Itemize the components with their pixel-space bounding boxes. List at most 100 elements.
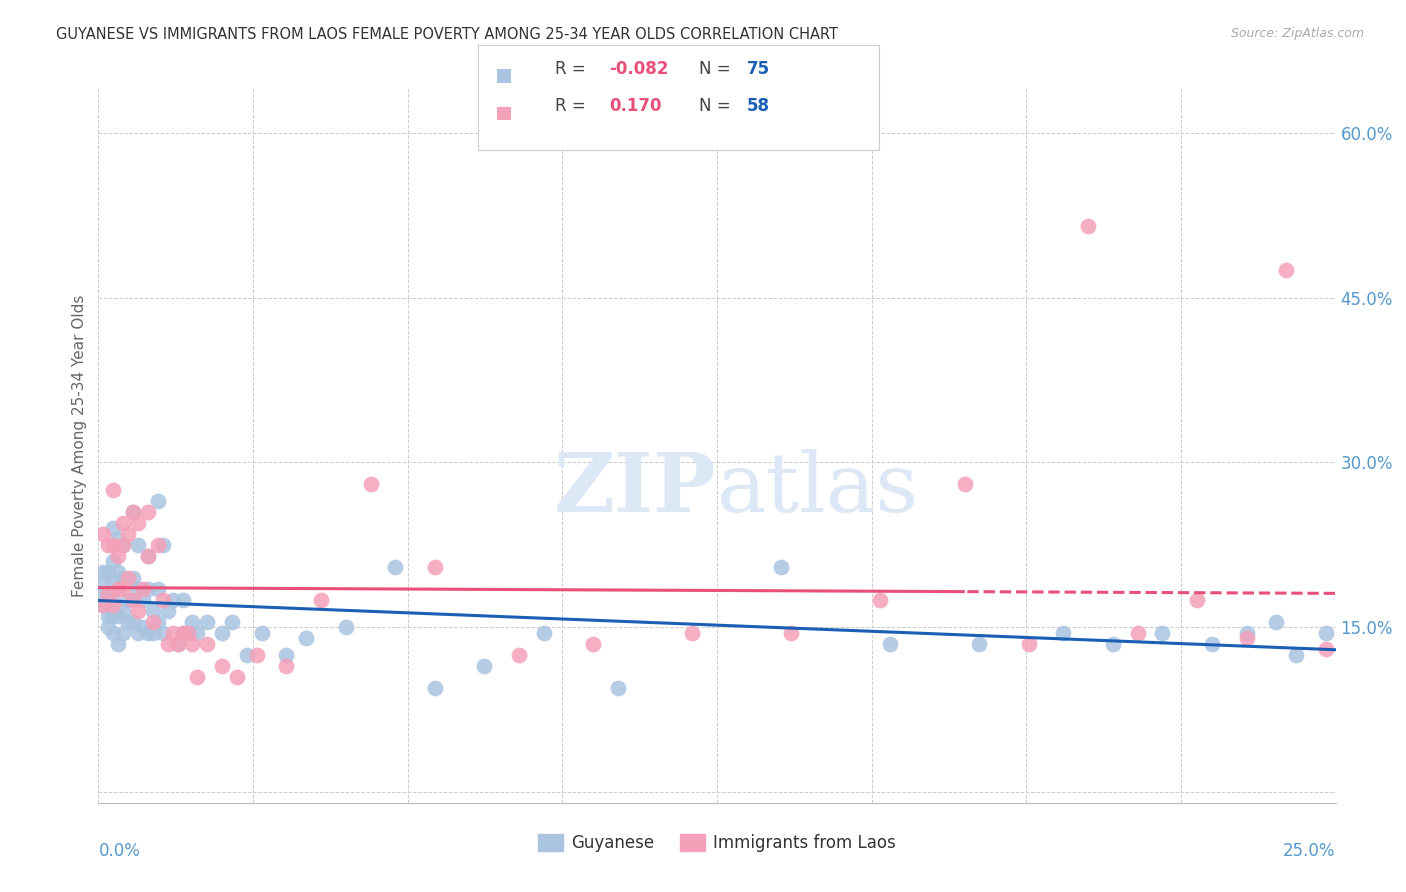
- Point: [112, 538, 135, 552]
- Point: [166, 637, 188, 651]
- Point: [112, 538, 135, 552]
- Text: R =: R =: [555, 97, 592, 115]
- Point: [309, 592, 332, 607]
- Point: [117, 615, 139, 629]
- Point: [1102, 637, 1125, 651]
- Point: [181, 615, 204, 629]
- Point: [97, 620, 120, 634]
- Point: [582, 637, 605, 651]
- Point: [97, 609, 120, 624]
- Point: [474, 658, 496, 673]
- Point: [1126, 625, 1149, 640]
- Point: [122, 505, 145, 519]
- Point: [103, 576, 125, 591]
- Point: [93, 526, 115, 541]
- Point: [132, 582, 155, 596]
- Point: [97, 538, 120, 552]
- Point: [93, 598, 115, 612]
- Point: [156, 637, 179, 651]
- Point: [1052, 625, 1074, 640]
- Point: [136, 582, 159, 596]
- Text: GUYANESE VS IMMIGRANTS FROM LAOS FEMALE POVERTY AMONG 25-34 YEAR OLDS CORRELATIO: GUYANESE VS IMMIGRANTS FROM LAOS FEMALE …: [56, 27, 838, 42]
- Point: [103, 625, 125, 640]
- Text: 0.170: 0.170: [609, 97, 661, 115]
- Point: [221, 615, 243, 629]
- Point: [103, 538, 125, 552]
- Point: [276, 648, 298, 662]
- Text: 25.0%: 25.0%: [1284, 842, 1336, 860]
- Point: [1185, 592, 1208, 607]
- Point: [112, 571, 135, 585]
- Point: [103, 554, 125, 568]
- Point: [1077, 219, 1099, 234]
- Point: [136, 625, 159, 640]
- Text: R =: R =: [555, 60, 592, 78]
- Point: [107, 609, 129, 624]
- Point: [1018, 637, 1040, 651]
- Point: [152, 592, 174, 607]
- Point: [103, 483, 125, 497]
- Point: [112, 625, 135, 640]
- Point: [770, 559, 793, 574]
- Point: [384, 559, 406, 574]
- Text: N =: N =: [699, 97, 735, 115]
- Point: [195, 637, 218, 651]
- Point: [122, 592, 145, 607]
- Point: [117, 526, 139, 541]
- Point: [103, 521, 125, 535]
- Point: [681, 625, 703, 640]
- Point: [162, 625, 184, 640]
- Point: [162, 592, 184, 607]
- Point: [127, 538, 149, 552]
- Point: [1285, 648, 1308, 662]
- Point: [152, 625, 174, 640]
- Point: [172, 625, 194, 640]
- Point: [107, 549, 129, 563]
- Point: [112, 516, 135, 530]
- Point: [211, 658, 233, 673]
- Point: [172, 625, 194, 640]
- Text: 75: 75: [747, 60, 769, 78]
- Point: [103, 609, 125, 624]
- Point: [1364, 637, 1386, 651]
- Point: [953, 477, 976, 491]
- Point: [112, 582, 135, 596]
- Point: [508, 648, 530, 662]
- Point: [97, 566, 120, 580]
- Point: [226, 669, 249, 683]
- Point: [107, 566, 129, 580]
- Point: [423, 559, 446, 574]
- Point: [1265, 615, 1288, 629]
- Text: -0.082: -0.082: [609, 60, 668, 78]
- Point: [117, 571, 139, 585]
- Point: [132, 620, 155, 634]
- Point: [1275, 263, 1298, 277]
- Legend: Guyanese, Immigrants from Laos: Guyanese, Immigrants from Laos: [531, 827, 903, 859]
- Point: [1152, 625, 1174, 640]
- Point: [93, 566, 115, 580]
- Point: [146, 538, 169, 552]
- Point: [607, 681, 630, 695]
- Text: atlas: atlas: [717, 449, 920, 529]
- Point: [112, 604, 135, 618]
- Point: [969, 637, 991, 651]
- Point: [780, 625, 803, 640]
- Point: [122, 505, 145, 519]
- Point: [97, 587, 120, 601]
- Point: [127, 516, 149, 530]
- Point: [176, 625, 198, 640]
- Point: [127, 604, 149, 618]
- Text: ZIP: ZIP: [554, 449, 717, 529]
- Point: [107, 533, 129, 547]
- Point: [1334, 631, 1357, 645]
- Point: [107, 582, 129, 596]
- Text: 0.0%: 0.0%: [98, 842, 141, 860]
- Point: [879, 637, 901, 651]
- Point: [136, 549, 159, 563]
- Point: [146, 494, 169, 508]
- Point: [103, 598, 125, 612]
- Point: [93, 576, 115, 591]
- Point: [142, 625, 165, 640]
- Point: [1236, 631, 1258, 645]
- Point: [195, 615, 218, 629]
